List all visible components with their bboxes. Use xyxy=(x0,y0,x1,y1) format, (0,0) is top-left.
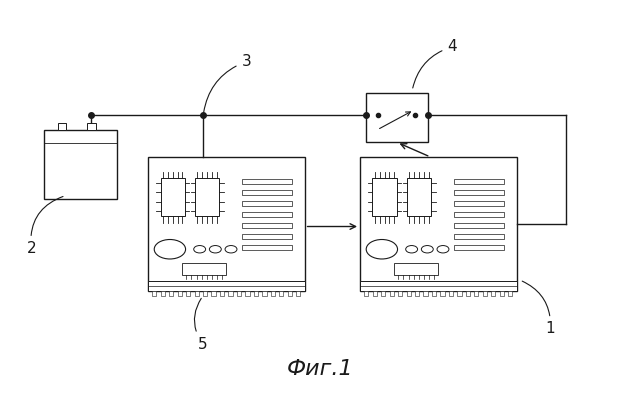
Text: 1: 1 xyxy=(522,281,556,336)
Bar xyxy=(228,291,233,296)
Bar xyxy=(242,201,292,206)
Bar xyxy=(169,291,173,296)
Bar xyxy=(288,291,292,296)
Bar xyxy=(500,291,504,296)
Bar xyxy=(237,291,241,296)
Bar xyxy=(360,157,516,291)
Bar xyxy=(254,291,258,296)
Bar xyxy=(366,93,428,142)
Bar xyxy=(372,178,397,216)
Bar xyxy=(245,291,250,296)
Bar xyxy=(242,234,292,239)
Bar xyxy=(271,291,275,296)
Bar xyxy=(440,291,445,296)
Text: 4: 4 xyxy=(413,39,457,88)
Bar xyxy=(203,291,207,296)
Bar xyxy=(148,281,305,291)
Ellipse shape xyxy=(209,246,221,253)
Bar xyxy=(242,245,292,250)
Bar xyxy=(58,123,67,130)
Ellipse shape xyxy=(194,246,205,253)
Bar xyxy=(483,291,487,296)
Bar xyxy=(87,123,96,130)
Bar xyxy=(449,291,453,296)
Bar xyxy=(454,245,504,250)
Bar xyxy=(220,291,224,296)
Bar xyxy=(195,178,220,216)
Bar xyxy=(424,291,428,296)
Bar xyxy=(242,179,292,184)
Bar xyxy=(454,179,504,184)
Ellipse shape xyxy=(421,246,433,253)
Bar xyxy=(406,291,411,296)
Bar xyxy=(454,234,504,239)
Bar xyxy=(415,291,419,296)
Text: Фиг.1: Фиг.1 xyxy=(287,359,353,378)
Bar xyxy=(381,291,385,296)
Bar xyxy=(492,291,495,296)
Text: 5: 5 xyxy=(195,298,207,351)
Bar xyxy=(161,178,185,216)
Text: 3: 3 xyxy=(204,54,251,112)
Bar xyxy=(394,263,438,275)
Bar xyxy=(186,291,190,296)
Ellipse shape xyxy=(366,240,397,259)
Bar xyxy=(432,291,436,296)
Bar xyxy=(152,291,156,296)
Ellipse shape xyxy=(225,246,237,253)
Bar xyxy=(454,212,504,217)
Bar xyxy=(454,189,504,195)
Bar xyxy=(372,291,377,296)
Bar xyxy=(454,223,504,228)
Bar xyxy=(195,291,199,296)
Bar xyxy=(161,291,165,296)
Bar xyxy=(360,281,516,291)
Bar xyxy=(242,212,292,217)
Text: 2: 2 xyxy=(26,197,63,256)
Ellipse shape xyxy=(154,240,186,259)
Ellipse shape xyxy=(406,246,417,253)
Bar xyxy=(211,291,216,296)
Bar xyxy=(458,291,461,296)
Bar xyxy=(474,291,479,296)
Bar xyxy=(44,130,117,199)
Bar xyxy=(178,291,182,296)
Ellipse shape xyxy=(437,246,449,253)
Bar xyxy=(407,178,431,216)
Bar xyxy=(279,291,284,296)
Bar xyxy=(182,263,227,275)
Bar xyxy=(296,291,300,296)
Bar xyxy=(242,223,292,228)
Bar xyxy=(454,201,504,206)
Bar xyxy=(398,291,403,296)
Bar xyxy=(364,291,369,296)
Bar xyxy=(466,291,470,296)
Bar xyxy=(242,189,292,195)
Bar xyxy=(262,291,266,296)
Bar xyxy=(148,157,305,291)
Bar xyxy=(508,291,513,296)
Bar xyxy=(390,291,394,296)
